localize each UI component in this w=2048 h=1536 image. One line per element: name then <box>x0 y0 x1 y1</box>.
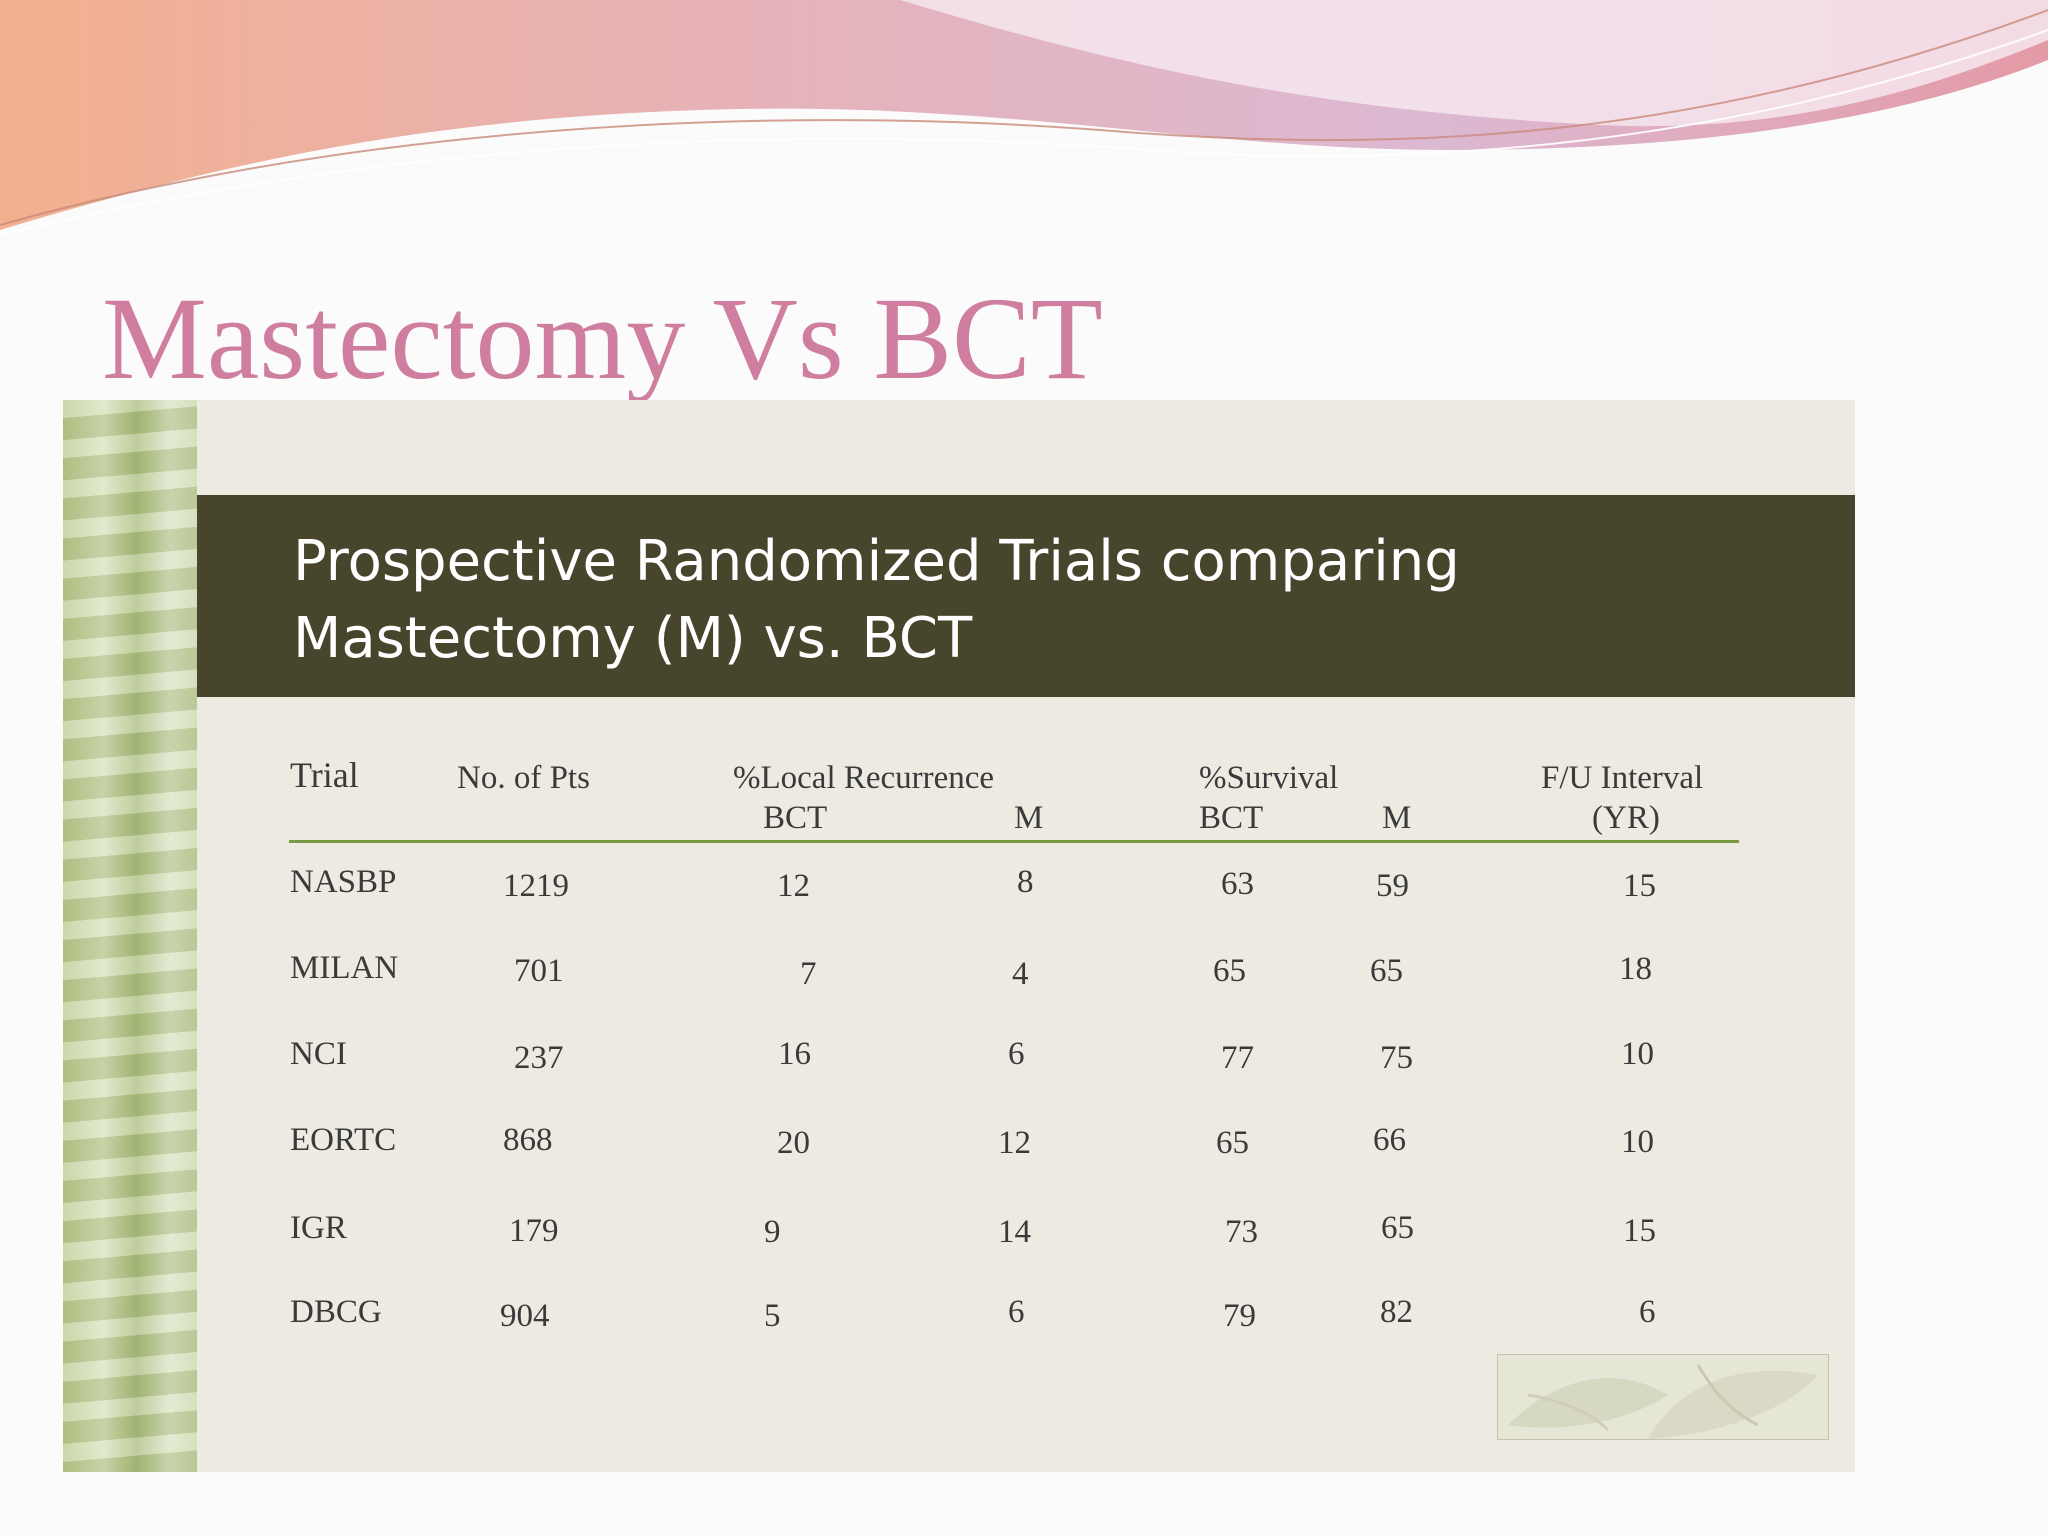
table-row-5-fu: 15 <box>1623 1213 1656 1249</box>
slide-title: Mastectomy Vs BCT <box>102 273 1103 404</box>
table-row-2-lr-bct: 7 <box>800 956 817 992</box>
table-heading: Prospective Randomized Trials comparing … <box>293 523 1793 677</box>
table-row-1-fu: 15 <box>1623 868 1656 904</box>
table-row-6-s-bct: 79 <box>1223 1298 1256 1334</box>
subheader-lr-m: M <box>1014 800 1044 836</box>
table-row-2-s-m: 65 <box>1370 953 1403 989</box>
table-row-3-lr-bct: 16 <box>778 1036 811 1072</box>
col-header-survival: %Survival <box>1199 760 1339 796</box>
col-header-trial: Trial <box>290 755 359 795</box>
table-row-6-lr-bct: 5 <box>764 1298 781 1334</box>
table-row-5-trial: IGR <box>290 1210 347 1246</box>
col-header-local-recurrence: %Local Recurrence <box>733 760 995 796</box>
table-row-1-lr-bct: 12 <box>777 868 810 904</box>
table-row-4-lr-m: 12 <box>998 1125 1031 1161</box>
table-row-5-s-bct: 73 <box>1225 1214 1258 1250</box>
table-row-5-s-m: 65 <box>1381 1210 1414 1246</box>
table-row-6-lr-m: 6 <box>1008 1294 1025 1330</box>
table-row-5-lr-m: 14 <box>998 1214 1031 1250</box>
table-row-2-trial: MILAN <box>290 950 399 986</box>
table-row-3-trial: NCI <box>290 1036 347 1072</box>
table-row-4-fu: 10 <box>1621 1124 1654 1160</box>
table-row-3-pts: 237 <box>514 1040 564 1076</box>
table-row-5-pts: 179 <box>509 1213 559 1249</box>
subheader-lr-bct: BCT <box>763 800 828 836</box>
table-row-3-lr-m: 6 <box>1008 1036 1025 1072</box>
subheader-survival-m: M <box>1382 800 1412 836</box>
table-row-1-trial: NASBP <box>290 864 397 900</box>
table-row-6-fu: 6 <box>1639 1294 1656 1330</box>
table-heading-line-2: Mastectomy (M) vs. BCT <box>293 606 973 671</box>
table-row-5-lr-bct: 9 <box>764 1214 781 1250</box>
decorative-wave-banner <box>0 0 2048 236</box>
table-row-6-trial: DBCG <box>290 1294 382 1330</box>
header-rule <box>289 840 1739 843</box>
table-row-1-lr-m: 8 <box>1017 864 1034 900</box>
decorative-leaf-strip <box>63 400 197 1472</box>
table-row-4-pts: 868 <box>503 1122 553 1158</box>
table-row-1-pts: 1219 <box>503 868 569 904</box>
col-header-fu-interval: F/U Interval <box>1541 760 1704 796</box>
table-row-2-fu: 18 <box>1619 951 1652 987</box>
table-row-4-s-bct: 65 <box>1216 1125 1249 1161</box>
subheader-survival-bct: BCT <box>1199 800 1264 836</box>
table-row-3-s-m: 75 <box>1380 1040 1413 1076</box>
table-row-1-s-bct: 63 <box>1221 866 1254 902</box>
table-row-4-trial: EORTC <box>290 1122 397 1158</box>
col-header-pts: No. of Pts <box>457 760 590 796</box>
table-image-panel: Prospective Randomized Trials comparing … <box>63 400 1855 1472</box>
table-row-3-fu: 10 <box>1621 1036 1654 1072</box>
table-heading-band: Prospective Randomized Trials comparing … <box>197 495 1855 697</box>
decorative-leaf-graphic <box>1497 1354 1829 1440</box>
table-row-1-s-m: 59 <box>1376 868 1409 904</box>
table-row-4-lr-bct: 20 <box>777 1125 810 1161</box>
table-row-2-pts: 701 <box>514 953 564 989</box>
table-row-3-s-bct: 77 <box>1221 1040 1254 1076</box>
table-row-6-pts: 904 <box>500 1298 550 1334</box>
table-heading-line-1: Prospective Randomized Trials comparing <box>293 529 1460 594</box>
table-row-4-s-m: 66 <box>1373 1122 1406 1158</box>
subheader-fu-yr: (YR) <box>1592 800 1660 836</box>
table-row-2-s-bct: 65 <box>1213 953 1246 989</box>
table-row-2-lr-m: 4 <box>1012 956 1029 992</box>
table-row-6-s-m: 82 <box>1380 1294 1413 1330</box>
